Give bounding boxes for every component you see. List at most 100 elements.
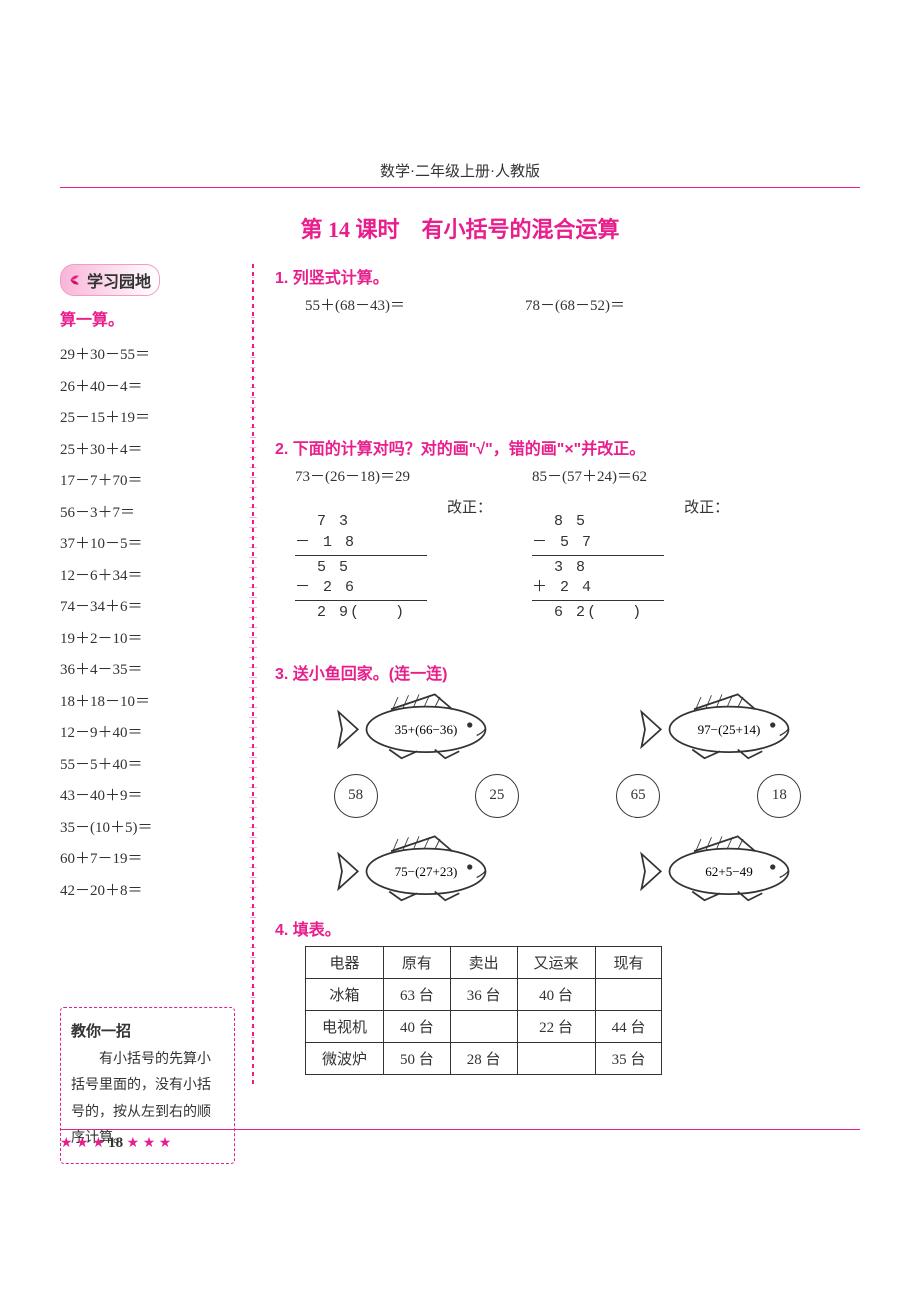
q2-right: 85－(57＋24)＝62 8 5 － 5 7 3 8 ＋ 2 4 6 2( )… <box>532 465 729 644</box>
q2-left: 73－(26－18)＝29 7 3 － 1 8 5 5 － 2 6 2 9( )… <box>295 465 492 644</box>
fish-wrap: 97−(25+14) <box>598 690 861 760</box>
vline-text: 7 3 <box>295 513 350 530</box>
calc-item: 35－(10＋5)＝ <box>60 813 245 845</box>
q3-fish-bottom: 75−(27+23) 62+5−49 <box>295 832 860 902</box>
vline-text: ＋ 2 4 <box>532 579 593 596</box>
vline-text: 8 5 <box>532 513 587 530</box>
table-cell <box>517 1042 595 1074</box>
q4-title: 4. 填表。 <box>275 916 860 940</box>
book-header: 数学·二年级上册·人教版 <box>60 160 860 188</box>
table-header: 电器 <box>306 946 384 978</box>
table-cell <box>450 1010 517 1042</box>
table-row: 电视机 40 台 22 台 44 台 <box>306 1010 662 1042</box>
q3-fish-top: 35+(66−36) 97−(25+14) <box>295 690 860 760</box>
calc-item: 17－7＋70＝ <box>60 466 245 498</box>
vline-text: 5 5 <box>295 559 350 576</box>
calc-item: 12－9＋40＝ <box>60 718 245 750</box>
calc-item: 56－3＋7＝ <box>60 498 245 530</box>
calc-item: 29＋30－55＝ <box>60 340 245 372</box>
calc-item: 18＋18－10＝ <box>60 687 245 719</box>
fish-icon: 97−(25+14) <box>634 690 824 760</box>
rule-line <box>532 555 664 556</box>
sidebar-badge-label: 学习园地 <box>87 268 151 292</box>
table-cell: 40 台 <box>517 978 595 1010</box>
tip-title: 教你一招 <box>71 1018 224 1047</box>
paren-blank: ( ) <box>587 604 643 621</box>
calc-item: 12－6＋34＝ <box>60 561 245 593</box>
table-cell: 冰箱 <box>306 978 384 1010</box>
table-row: 冰箱 63 台 36 台 40 台 <box>306 978 662 1010</box>
calc-item: 42－20＋8＝ <box>60 876 245 908</box>
calc-item: 25＋30＋4＝ <box>60 435 245 467</box>
table-header: 又运来 <box>517 946 595 978</box>
fish-wrap: 62+5−49 <box>598 832 861 902</box>
q2-right-correction: 改正： <box>684 492 729 517</box>
table-cell <box>595 978 662 1010</box>
vline-text: － 1 8 <box>295 534 356 551</box>
rule-line <box>295 600 427 601</box>
divider <box>245 264 261 1164</box>
q2-title: 2. 下面的计算对吗？对的画"√"，错的画"×"并改正。 <box>275 435 860 459</box>
answer-circle: 58 <box>334 774 378 818</box>
content-row: 学习园地 算一算。 29＋30－55＝ 26＋40－4＝ 25－15＋19＝ 2… <box>60 264 860 1164</box>
page: 数学·二年级上册·人教版 第 14 课时 有小括号的混合运算 学习园地 算一算。… <box>0 0 920 1204</box>
table-cell: 22 台 <box>517 1010 595 1042</box>
table-cell: 36 台 <box>450 978 517 1010</box>
vline-text: 3 8 <box>532 559 587 576</box>
table-row: 电器 原有 卖出 又运来 现有 <box>306 946 662 978</box>
calc-list: 29＋30－55＝ 26＋40－4＝ 25－15＋19＝ 25＋30＋4＝ 17… <box>60 340 245 907</box>
sidebar-subtitle: 算一算。 <box>60 306 245 330</box>
table-cell: 电视机 <box>306 1010 384 1042</box>
fish-icon: 35+(66−36) <box>331 690 521 760</box>
page-number-decor: ★ ★ ★ 18 ★ ★ ★ <box>60 1136 171 1151</box>
table-header: 现有 <box>595 946 662 978</box>
calc-item: 36＋4－35＝ <box>60 655 245 687</box>
calc-item: 60＋7－19＝ <box>60 844 245 876</box>
calc-item: 43－40＋9＝ <box>60 781 245 813</box>
page-footer: ★ ★ ★ 18 ★ ★ ★ <box>60 1129 860 1152</box>
calc-item: 19＋2－10＝ <box>60 624 245 656</box>
q1-row: 55＋(68－43)＝ 78－(68－52)＝ <box>305 294 860 315</box>
table-cell: 28 台 <box>450 1042 517 1074</box>
fish-wrap: 75−(27+23) <box>295 832 558 902</box>
fish-label: 35+(66−36) <box>395 722 458 737</box>
vline-text: 6 2 <box>532 604 587 621</box>
rule-line <box>532 600 664 601</box>
table-row: 微波炉 50 台 28 台 35 台 <box>306 1042 662 1074</box>
sidebar-badge: 学习园地 <box>60 264 160 296</box>
q1-expr-b: 78－(68－52)＝ <box>525 294 625 315</box>
q2-right-expr: 85－(57＋24)＝62 <box>532 465 729 486</box>
table-cell: 微波炉 <box>306 1042 384 1074</box>
table-cell: 63 台 <box>384 978 451 1010</box>
q2-row: 73－(26－18)＝29 7 3 － 1 8 5 5 － 2 6 2 9( )… <box>295 465 860 644</box>
fish-label: 62+5−49 <box>705 864 753 879</box>
vline-text: － 2 6 <box>295 579 356 596</box>
lesson-title: 第 14 课时 有小括号的混合运算 <box>60 212 860 244</box>
q2-right-vertical: 8 5 － 5 7 3 8 ＋ 2 4 6 2( ) <box>532 492 664 644</box>
paren-blank: ( ) <box>350 604 406 621</box>
star-icon: ★ ★ ★ <box>127 1136 172 1151</box>
sidebar: 学习园地 算一算。 29＋30－55＝ 26＋40－4＝ 25－15＋19＝ 2… <box>60 264 245 1164</box>
fish-label: 97−(25+14) <box>697 722 760 737</box>
page-number: 18 <box>108 1135 123 1151</box>
fish-wrap: 35+(66−36) <box>295 690 558 760</box>
q2-left-correction: 改正： <box>447 492 492 517</box>
leaf-icon <box>69 273 83 287</box>
fish-label: 75−(27+23) <box>395 864 458 879</box>
table-cell: 40 台 <box>384 1010 451 1042</box>
calc-item: 37＋10－5＝ <box>60 529 245 561</box>
star-icon: ★ ★ ★ <box>60 1136 108 1151</box>
calc-item: 25－15＋19＝ <box>60 403 245 435</box>
answer-circle: 18 <box>757 774 801 818</box>
q1-expr-a: 55＋(68－43)＝ <box>305 294 405 315</box>
q2-left-vertical: 7 3 － 1 8 5 5 － 2 6 2 9( ) <box>295 492 427 644</box>
table-cell: 44 台 <box>595 1010 662 1042</box>
q3-circles: 58 25 65 18 <box>285 774 850 818</box>
table-header: 原有 <box>384 946 451 978</box>
table-cell: 50 台 <box>384 1042 451 1074</box>
vline-text: － 5 7 <box>532 534 593 551</box>
wavy-divider-icon <box>252 264 254 1084</box>
table-header: 卖出 <box>450 946 517 978</box>
rule-line <box>295 555 427 556</box>
calc-item: 26＋40－4＝ <box>60 372 245 404</box>
